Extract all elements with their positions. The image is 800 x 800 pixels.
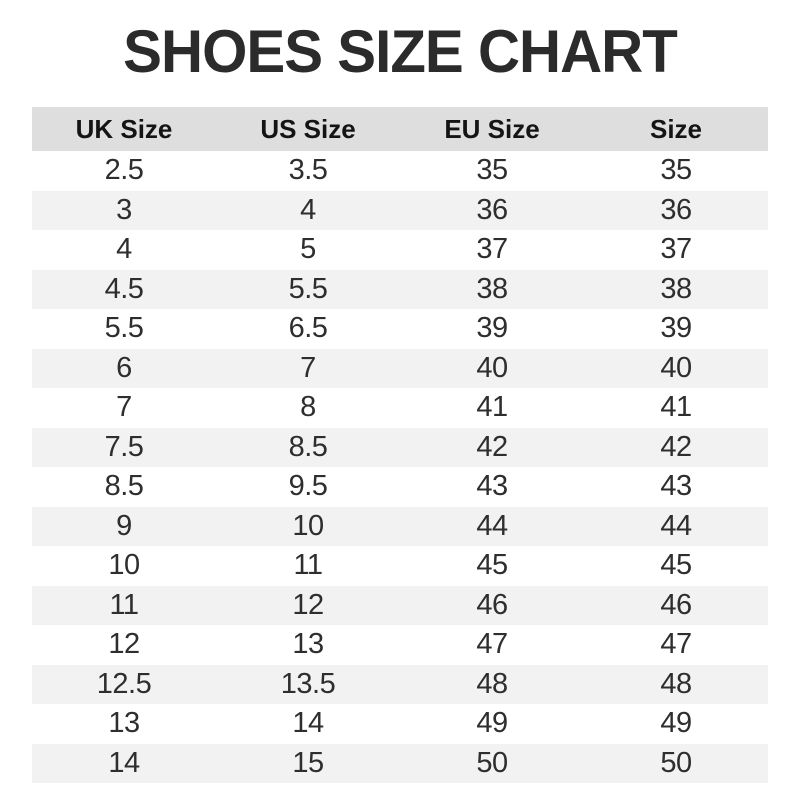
size-cell: 40	[584, 348, 768, 388]
size-cell: 50	[400, 743, 584, 783]
table-header: UK Size US Size EU Size Size	[32, 107, 768, 151]
size-cell: 2.5	[104, 154, 144, 187]
size-cell: 41	[476, 391, 508, 424]
table-row: 6 7 40 40	[32, 348, 768, 388]
table-row: 3 4 36 36	[32, 190, 768, 230]
size-cell: 4	[216, 190, 400, 230]
size-cell: 41	[660, 391, 692, 424]
size-cell: 38	[584, 269, 768, 309]
table-row: 9 10 44 44	[32, 506, 768, 546]
size-cell: 14	[32, 743, 216, 783]
size-cell: 13.5	[216, 664, 400, 704]
size-cell: 6.5	[288, 312, 328, 345]
size-cell: 47	[660, 628, 692, 661]
size-cell: 47	[476, 628, 508, 661]
size-cell: 8.5	[104, 470, 144, 503]
size-cell: 36	[400, 190, 584, 230]
size-cell: 36	[584, 190, 768, 230]
size-cell: 46	[400, 585, 584, 625]
size-cell: 9	[32, 506, 216, 546]
size-cell: 38	[400, 269, 584, 309]
size-cell: 4	[116, 233, 132, 266]
table-row: 11 12 46 46	[32, 585, 768, 625]
table-row: 8.5 9.5 43 43	[32, 467, 768, 507]
size-cell: 42	[584, 427, 768, 467]
size-cell: 43	[660, 470, 692, 503]
table-row: 4.5 5.5 38 38	[32, 269, 768, 309]
size-cell: 50	[584, 743, 768, 783]
size-cell: 7.5	[32, 427, 216, 467]
table-body: 2.5 3.5 35 35 3 4 36 36 4 5 37 37 4.5 5.5 38 38 5.5 6.5 39…	[32, 151, 768, 783]
table-row: 7.5 8.5 42 42	[32, 427, 768, 467]
size-cell: 5.5	[216, 269, 400, 309]
table-row: 14 15 50 50	[32, 743, 768, 783]
size-cell: 11	[32, 585, 216, 625]
size-cell: 44	[400, 506, 584, 546]
size-cell: 6	[32, 348, 216, 388]
column-header-us-size: US Size	[216, 107, 400, 151]
size-cell: 43	[476, 470, 508, 503]
size-cell: 40	[400, 348, 584, 388]
page-title: SHOES SIZE CHART	[123, 18, 678, 85]
size-cell: 35	[660, 154, 692, 187]
size-cell: 13	[108, 707, 140, 740]
size-cell: 35	[476, 154, 508, 187]
column-header-uk-size: UK Size	[32, 107, 216, 151]
size-cell: 7	[216, 348, 400, 388]
size-cell: 12	[216, 585, 400, 625]
table-row: 10 11 45 45	[32, 546, 768, 586]
size-cell: 8	[300, 391, 316, 424]
size-cell: 13	[292, 628, 324, 661]
size-cell: 45	[476, 549, 508, 582]
column-header-size: Size	[584, 107, 768, 151]
size-cell: 48	[584, 664, 768, 704]
size-cell: 8.5	[216, 427, 400, 467]
size-cell: 5	[300, 233, 316, 266]
size-cell: 9.5	[288, 470, 328, 503]
size-cell: 39	[660, 312, 692, 345]
size-cell: 49	[660, 707, 692, 740]
size-cell: 10	[108, 549, 140, 582]
size-cell: 7	[116, 391, 132, 424]
size-cell: 10	[216, 506, 400, 546]
size-cell: 12	[108, 628, 140, 661]
size-cell: 37	[660, 233, 692, 266]
table-row: 7 8 41 41	[32, 388, 768, 428]
table-row: 5.5 6.5 39 39	[32, 309, 768, 349]
size-cell: 46	[584, 585, 768, 625]
table-row: 2.5 3.5 35 35	[32, 151, 768, 191]
size-cell: 3	[32, 190, 216, 230]
table-row: 12.5 13.5 48 48	[32, 664, 768, 704]
shoe-size-chart-table: UK Size US Size EU Size Size 2.5 3.5 35 35 3…	[32, 107, 768, 783]
size-cell: 44	[584, 506, 768, 546]
size-cell: 11	[293, 549, 323, 582]
size-cell: 48	[400, 664, 584, 704]
table-row: 4 5 37 37	[32, 230, 768, 270]
size-cell: 39	[476, 312, 508, 345]
table-header-row: UK Size US Size EU Size Size	[32, 107, 768, 151]
size-cell: 14	[292, 707, 324, 740]
size-cell: 45	[660, 549, 692, 582]
size-cell: 37	[476, 233, 508, 266]
table-row: 12 13 47 47	[32, 625, 768, 665]
size-cell: 4.5	[32, 269, 216, 309]
column-header-eu-size: EU Size	[400, 107, 584, 151]
size-cell: 12.5	[32, 664, 216, 704]
size-cell: 15	[216, 743, 400, 783]
size-cell: 49	[476, 707, 508, 740]
size-cell: 3.5	[288, 154, 328, 187]
table-row: 13 14 49 49	[32, 704, 768, 744]
size-cell: 5.5	[104, 312, 144, 345]
size-cell: 42	[400, 427, 584, 467]
